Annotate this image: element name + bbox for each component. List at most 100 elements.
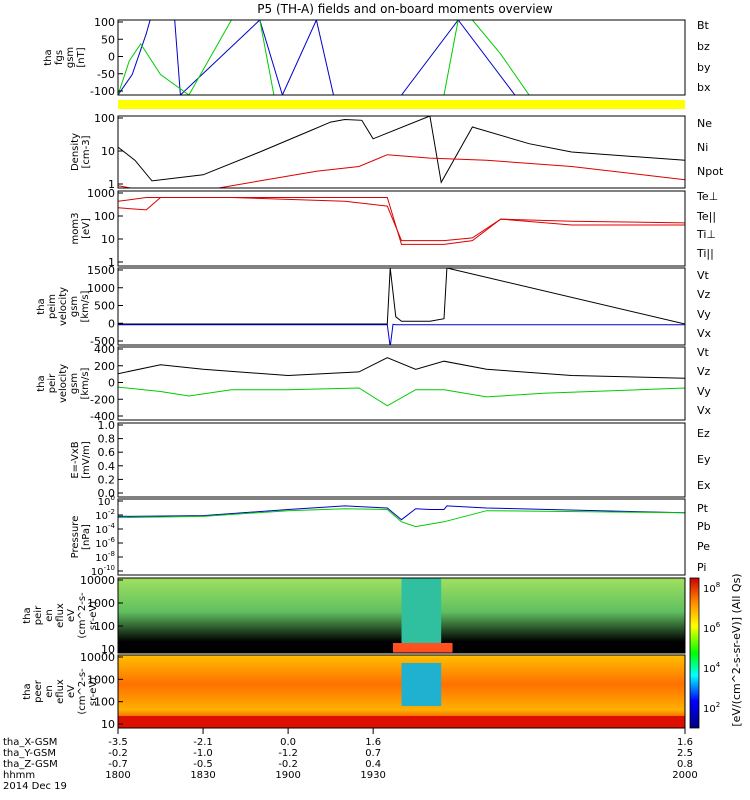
footer-tick-hhmm: 2000 xyxy=(672,770,697,781)
y-tick-label: 1 xyxy=(108,178,115,191)
y-tick-label: -400 xyxy=(90,410,115,423)
y-axis-label: fgs xyxy=(54,50,65,65)
panel-frame xyxy=(117,19,686,96)
series-line-Vx xyxy=(118,323,685,345)
y-tick-label: 100 xyxy=(94,112,115,125)
footer-tick-z_gsm: -0.5 xyxy=(193,759,213,770)
legend-entry-Vt: Vt xyxy=(697,346,710,359)
y-tick-label: 10 xyxy=(101,718,115,731)
y-axis-label: [nPa] xyxy=(81,524,92,550)
y-axis-label: gsm xyxy=(69,373,80,394)
y-axis-label: E=-VxB xyxy=(70,441,81,478)
y-axis-label: sr-eV) xyxy=(88,677,99,706)
series-line-Ti xyxy=(118,197,685,245)
legend-entry-Pt: Pt xyxy=(697,502,709,515)
y-tick-label: 200 xyxy=(94,360,115,373)
y-axis-label: [eV] xyxy=(81,218,92,239)
footer-row-label: tha_X-GSM xyxy=(3,737,57,748)
panel-frame xyxy=(117,267,686,346)
y-axis-label: tha xyxy=(36,375,47,391)
panel-E-field: 1.00.80.60.40.20.0 E=-VxB [mV/m] Ez Ey Ex xyxy=(70,419,711,500)
legend-entry-Vx: Vx xyxy=(697,327,712,340)
series-line-Pi xyxy=(118,505,685,521)
y-tick-label: 400 xyxy=(94,343,115,356)
y-axis-label: Pressure xyxy=(70,516,81,559)
y-axis-label: eV xyxy=(66,609,77,622)
footer-row-label: 2014 Dec 19 xyxy=(3,781,67,792)
y-axis-label: peer xyxy=(33,679,44,703)
footer-tick-x_gsm: -3.5 xyxy=(108,737,128,748)
y-tick-label: 0.4 xyxy=(98,460,116,473)
footer-tick-y_gsm: -1.2 xyxy=(278,748,298,759)
colorbar-label: [eV/(cm^2-s-sr-eV)] (All Qs) xyxy=(730,573,743,726)
mode-bar xyxy=(118,100,685,109)
y-axis-label: velocity xyxy=(58,287,69,326)
y-tick-label: 500 xyxy=(94,300,115,313)
series-line-Ni xyxy=(118,116,685,184)
y-axis-label: eflux xyxy=(55,679,66,704)
colorbar-tick-label: 108 xyxy=(703,581,720,595)
y-tick-label: 0.6 xyxy=(98,446,116,459)
legend-entry-Npot: Npot xyxy=(697,165,724,178)
y-axis-label: tha xyxy=(22,607,33,623)
y-axis-label: eV xyxy=(66,685,77,698)
footer-tick-z_gsm: -0.2 xyxy=(278,759,298,770)
footer-tick-z_gsm: 0.8 xyxy=(677,759,693,770)
legend-entry-by: by xyxy=(697,61,711,74)
footer-tick-y_gsm: -0.2 xyxy=(108,748,128,759)
footer-row-label: hhmm xyxy=(3,770,35,781)
spectrogram-magnetosheath-band xyxy=(401,578,442,643)
y-tick-label: 100 xyxy=(94,210,115,223)
y-axis-label: mom3 xyxy=(70,213,81,245)
spectrogram-low-energy-band xyxy=(118,716,685,728)
y-axis-label: [km/s] xyxy=(80,367,91,399)
panel-frame xyxy=(117,577,686,654)
colorbar-tick-label: 104 xyxy=(703,661,721,675)
y-tick-label: 1000 xyxy=(87,597,115,610)
y-tick-label: 0.2 xyxy=(98,473,116,486)
legend-entry-bx: bx xyxy=(697,81,711,94)
legend-entry-Vz: Vz xyxy=(697,365,711,378)
panel-plot-area xyxy=(118,655,685,728)
panel-peer-eflux: 10000 1000 100 10 tha peer en eflux eV (cm^2-s-sr… xyxy=(22,651,686,731)
footer-tick-x_gsm: 1.6 xyxy=(365,737,381,748)
y-tick-label: 100 xyxy=(94,696,115,709)
panel-frame xyxy=(117,346,686,421)
panel-density: 100 10 1 Density [cm-3] Ne Ni Npot xyxy=(70,112,724,191)
series-line-Te xyxy=(118,197,685,242)
legend-entry-Te⊥: Te⊥ xyxy=(696,190,718,203)
legend-entry-Vz: Vz xyxy=(697,288,711,301)
y-tick-label: 1 xyxy=(108,256,115,269)
legend-entry-Ni: Ni xyxy=(697,141,708,154)
legend-entry-Ti||: Ti|| xyxy=(696,247,714,260)
legend-entry-Ex: Ex xyxy=(697,479,711,492)
y-axis-label: velocity xyxy=(58,364,69,403)
y-tick-label: -100 xyxy=(90,85,115,98)
legend-entry-Ne: Ne xyxy=(697,117,712,130)
footer-tick-y_gsm: -1.0 xyxy=(193,748,213,759)
y-tick-label: 10-6 xyxy=(95,536,115,550)
y-tick-label: 10 xyxy=(101,145,115,158)
y-tick-label: 0 xyxy=(108,317,115,330)
y-tick-label: 0.8 xyxy=(98,433,116,446)
legend-entry-Pi: Pi xyxy=(697,561,706,574)
panel-peir-velocity: 400 200 0 -200 -400 tha peir velocity gsm [km/s] V… xyxy=(36,343,712,423)
y-axis-label: peim xyxy=(47,294,58,319)
y-axis-label: (cm^2-s- xyxy=(77,668,88,715)
y-tick-label: 1000 xyxy=(87,282,115,295)
y-tick-label: 10000 xyxy=(80,651,115,664)
y-tick-label: 50 xyxy=(101,33,115,46)
colorbar-tick-label: 106 xyxy=(703,621,721,635)
series-line-bx xyxy=(118,20,685,95)
series-line-by xyxy=(118,20,685,95)
y-axis-label: en xyxy=(44,609,55,622)
footer-tick-y_gsm: 2.5 xyxy=(677,748,693,759)
y-axis-label: tha xyxy=(36,298,47,314)
legend-entry-Pb: Pb xyxy=(697,520,711,533)
panel-frame xyxy=(117,115,686,189)
y-tick-label: 10 xyxy=(101,643,115,656)
figure-title: P5 (TH-A) fields and on-board moments ov… xyxy=(257,2,553,16)
footer-tick-z_gsm: -0.7 xyxy=(108,759,128,770)
footer-tick-y_gsm: 0.7 xyxy=(365,748,381,759)
